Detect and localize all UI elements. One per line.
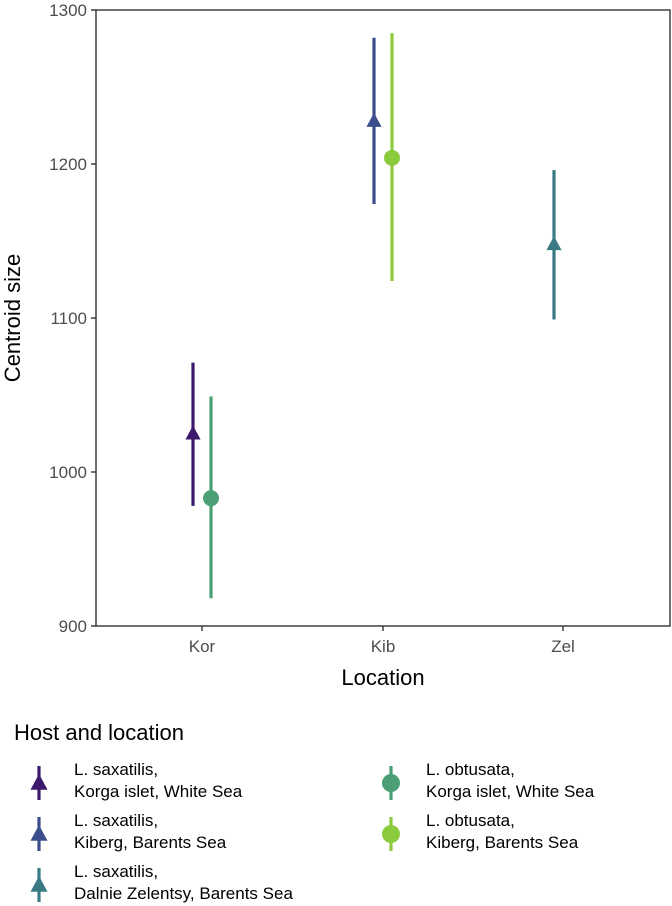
point-triangle [366, 112, 382, 127]
y-axis: 900 1000 1100 1200 1300 [49, 1, 96, 636]
y-tick-label: 1100 [50, 309, 87, 328]
x-tick-label: Zel [551, 637, 575, 656]
y-tick-label: 1000 [49, 463, 87, 482]
data-marks [185, 33, 562, 599]
y-axis-title: Centroid size [0, 254, 25, 382]
legend-label-line2: Dalnie Zelentsy, Barents Sea [74, 884, 293, 903]
legend-key-circle [382, 774, 400, 792]
legend-key-circle [382, 825, 400, 843]
legend-label-line1: L. saxatilis, [74, 862, 158, 881]
legend-label-line2: Kiberg, Barents Sea [426, 833, 579, 852]
legend-title: Host and location [14, 720, 184, 745]
legend-label-line2: Korga islet, White Sea [426, 782, 595, 801]
legend-key-triangle [30, 825, 48, 841]
legend-label-line2: Korga islet, White Sea [74, 782, 243, 801]
y-tick-label: 1200 [49, 155, 87, 174]
plot-panel [95, 9, 671, 627]
point-circle [203, 490, 219, 507]
legend-label-line1: L. saxatilis, [74, 811, 158, 830]
legend-label-line1: L. saxatilis, [74, 760, 158, 779]
x-tick-label: Kor [189, 637, 216, 656]
legend-key-triangle [30, 774, 48, 790]
legend-label-line2: Kiberg, Barents Sea [74, 833, 227, 852]
point-triangle [185, 425, 201, 440]
x-tick-label: Kib [371, 637, 396, 656]
legend-key-triangle [30, 876, 48, 892]
legend-label-line1: L. obtusata, [426, 811, 515, 830]
point-circle [384, 149, 400, 166]
x-axis-title: Location [341, 665, 424, 690]
y-tick-label: 1300 [49, 1, 87, 20]
y-tick-label: 900 [59, 617, 87, 636]
legend-label-line1: L. obtusata, [426, 760, 515, 779]
x-axis: Kor Kib Zel [189, 626, 575, 656]
point-triangle [546, 236, 562, 251]
legend: L. saxatilis, Korga islet, White Sea L. sa… [30, 760, 595, 903]
